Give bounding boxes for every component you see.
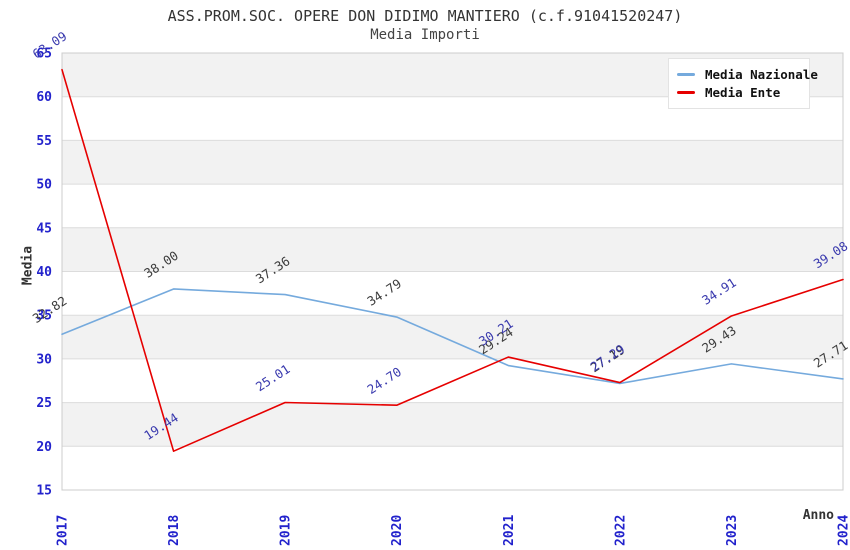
series-line-media-nazionale [61,288,844,385]
y-tick-label: 20 [36,440,52,455]
legend-swatch-icon [677,72,695,76]
legend-label: Media Ente [705,84,781,100]
y-tick-label: 25 [36,396,52,411]
x-tick-label: 2022 [613,515,628,546]
grid-band [62,140,843,185]
y-tick-label: 65 [36,47,52,62]
legend-label: Media Nazionale [705,66,818,82]
legend: Media Nazionale Media Ente [668,58,818,109]
legend-item: Media Nazionale [677,65,818,83]
x-axis-title: Anno [802,508,834,523]
y-tick-label: 50 [36,178,52,193]
data-label: 34.79 [364,276,404,309]
y-tick-label: 60 [36,90,52,105]
grid-band [62,315,843,359]
y-tick-label: 35 [36,309,52,324]
legend-swatch-icon [677,90,695,94]
y-tick-label: 15 [36,484,52,499]
y-tick-label: 55 [36,134,52,149]
legend-item: Media Ente [677,83,801,101]
y-tick-label: 40 [36,265,52,280]
page-title: ASS.PROM.SOC. OPERE DON DIDIMO MANTIERO … [167,7,683,25]
data-label: 34.91 [699,275,739,308]
x-tick-label: 2024 [837,515,850,546]
data-label: 25.01 [253,361,293,394]
x-tick-label: 2021 [502,515,517,546]
grid-band [62,402,843,447]
x-tick-label: 2018 [167,515,182,546]
x-tick-label: 2020 [390,515,405,546]
grid-band [62,227,843,272]
x-tick-label: 2019 [279,515,294,546]
y-tick-label: 45 [36,221,52,236]
plot-border [61,52,844,491]
y-axis-title: Media [20,245,36,286]
x-tick-label: 2023 [725,515,740,546]
y-tick-label: 30 [36,352,52,367]
series-line-media-ente [61,68,844,452]
page-subtitle: Media Importi [370,27,480,43]
x-tick-label: 2017 [56,515,71,546]
data-label: 24.70 [364,364,404,397]
